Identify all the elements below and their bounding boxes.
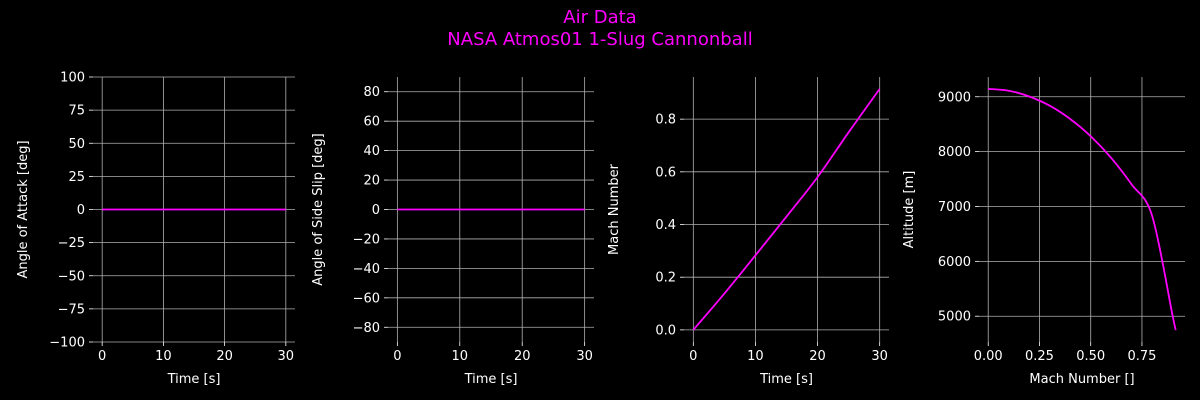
x-tick-label: 20: [514, 349, 531, 364]
y-tick-label: 9000: [938, 90, 971, 105]
series-line-1: [692, 88, 881, 331]
x-tick-label: 30: [871, 349, 888, 364]
y-tick-label: 0: [372, 203, 380, 218]
y-tick-label: 80: [363, 85, 380, 100]
x-tick-label: 0: [393, 349, 401, 364]
subplot-3: 0 10 20 30 0.0 0.2 0.4 0.6 0.8 Time [s] Mach Numbe…: [607, 77, 889, 387]
y-tick-label: 5000: [938, 310, 971, 325]
y-tick-label: 0.2: [655, 271, 676, 286]
y-tick-label: 0.6: [655, 165, 676, 180]
subplot-2: 0 10 20 30 −80 −60 −40 −20 0 20 40 60 80 Time [s] Angl…: [311, 77, 594, 387]
y-tick-label: −60: [353, 291, 380, 306]
y-tick-label: 100: [60, 71, 85, 86]
x-axis-label: Time [s]: [464, 372, 518, 387]
figure-subtitle: NASA Atmos01 1-Slug Cannonball: [447, 29, 752, 50]
x-tick-label: 10: [155, 349, 172, 364]
y-tick-label: 0: [77, 203, 85, 218]
y-axis-label: Angle of Side Slip [deg]: [311, 133, 326, 286]
x-tick-label: 20: [809, 349, 826, 364]
x-tick-label: 20: [216, 349, 233, 364]
x-tick-label: 0.00: [974, 349, 1003, 364]
y-tick-label: −40: [353, 262, 380, 277]
y-axis-label: Mach Number: [607, 163, 622, 255]
y-tick-label: 0.4: [655, 218, 676, 233]
y-tick-label: 0.8: [655, 113, 676, 128]
x-tick-label: 30: [576, 349, 593, 364]
series-line-1: [988, 87, 1177, 331]
y-tick-label: 50: [68, 137, 85, 152]
y-tick-label: −80: [353, 321, 380, 336]
y-tick-label: 25: [68, 170, 85, 185]
y-tick-label: −20: [353, 232, 380, 247]
y-tick-label: 6000: [938, 255, 971, 270]
subplot-1: 0 10 20 30 −100 −75 −50 −25 0 25 50 75 100 Time [s] An…: [16, 71, 295, 387]
y-tick-label: 20: [363, 174, 380, 189]
x-tick-label: 0.75: [1127, 349, 1156, 364]
y-axis-label: Altitude [m]: [902, 171, 917, 249]
x-tick-label: 0: [98, 349, 106, 364]
y-tick-label: −50: [58, 269, 85, 284]
y-tick-label: −75: [58, 302, 85, 317]
y-tick-label: 60: [363, 115, 380, 130]
x-axis-label: Time [s]: [167, 372, 221, 387]
x-axis-label: Time [s]: [759, 372, 813, 387]
figure-title: Air Data: [563, 7, 636, 28]
x-tick-label: 0: [689, 349, 697, 364]
y-tick-label: 7000: [938, 200, 971, 215]
y-tick-label: 0.0: [655, 323, 676, 338]
x-tick-label: 30: [278, 349, 295, 364]
x-tick-label: 10: [747, 349, 764, 364]
y-tick-label: −100: [49, 336, 85, 351]
y-tick-label: −25: [58, 236, 85, 251]
y-axis-label: Angle of Attack [deg]: [16, 140, 31, 278]
y-tick-label: 75: [68, 104, 85, 119]
y-tick-label: 8000: [938, 145, 971, 160]
x-axis-label: Mach Number []: [1029, 372, 1134, 387]
x-tick-label: 0.25: [1025, 349, 1054, 364]
subplot-4: 0.00 0.25 0.50 0.75 5000 6000 7000 8000 9000 Mach…: [902, 77, 1185, 387]
x-tick-label: 0.50: [1076, 349, 1105, 364]
x-tick-label: 10: [452, 349, 469, 364]
y-tick-label: 40: [363, 144, 380, 159]
